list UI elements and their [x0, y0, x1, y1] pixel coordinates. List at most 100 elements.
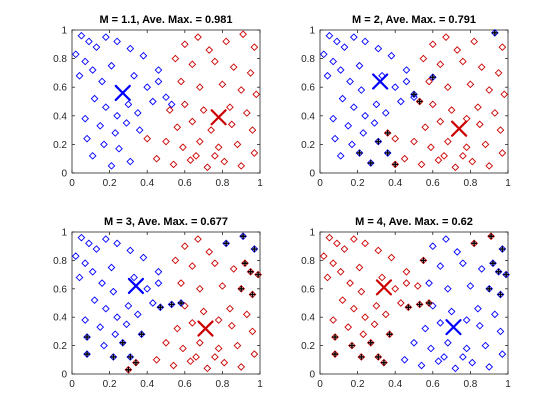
data-point: [440, 353, 448, 361]
data-point: [196, 284, 204, 293]
cluster-center-marker: [372, 73, 389, 90]
data-point: [498, 350, 507, 358]
x-tick-label: 1: [257, 379, 263, 390]
data-point-overlay: [367, 160, 374, 166]
data-point: [348, 140, 356, 149]
data-point: [419, 54, 428, 63]
data-point: [220, 157, 229, 166]
data-point: [333, 239, 341, 248]
x-tick-label: 0: [69, 379, 75, 390]
data-point: [350, 304, 358, 313]
data-point: [75, 273, 84, 282]
y-tick-label: 0.2: [53, 140, 67, 151]
x-tick-label: 0.2: [103, 379, 117, 390]
data-point: [188, 117, 197, 126]
data-point: [383, 129, 392, 137]
y-tick-label: 0.4: [53, 111, 67, 122]
data-point-overlay: [497, 291, 504, 298]
data-point: [111, 330, 120, 339]
data-point: [124, 302, 133, 310]
data-point-overlay: [367, 339, 374, 346]
data-point-overlay: [386, 331, 393, 338]
data-point: [122, 320, 131, 329]
data-point: [118, 338, 127, 347]
data-point: [428, 242, 437, 251]
data-point: [421, 123, 430, 132]
data-point: [222, 37, 230, 46]
y-tick-label: 0.6: [53, 284, 67, 295]
data-point: [319, 50, 328, 59]
y-tick-label: 0.2: [301, 140, 315, 151]
data-point: [417, 160, 426, 169]
data-point: [425, 279, 433, 287]
data-point: [211, 57, 219, 66]
data-point: [107, 263, 116, 272]
data-point: [391, 134, 400, 143]
data-point: [226, 304, 234, 313]
data-point: [374, 353, 383, 361]
data-point: [124, 100, 133, 109]
y-tick-label: 0.4: [301, 111, 315, 122]
x-tick-label: 0.8: [463, 379, 477, 390]
y-tick-label: 1: [61, 26, 67, 37]
data-point: [81, 114, 89, 123]
data-point: [436, 319, 445, 327]
data-point-overlay: [178, 300, 184, 306]
data-point: [485, 284, 494, 293]
data-point: [410, 338, 418, 347]
data-point: [494, 69, 503, 77]
data-point: [370, 320, 379, 329]
data-point: [154, 66, 163, 74]
data-point: [196, 338, 204, 347]
data-point: [459, 57, 467, 66]
data-point: [413, 282, 422, 290]
data-point: [218, 282, 227, 290]
data-point-overlay: [503, 271, 509, 278]
data-point: [152, 154, 161, 163]
cluster-center-marker: [445, 319, 462, 336]
plot-title: M = 1.1, Ave. Max. = 0.981: [99, 14, 232, 26]
data-point-overlay: [238, 286, 244, 292]
data-point: [130, 273, 138, 282]
data-point-overlay: [138, 331, 145, 338]
x-tick-label: 0: [317, 379, 323, 390]
data-point: [350, 103, 358, 112]
data-point: [171, 256, 180, 265]
data-point-overlay: [375, 138, 382, 145]
data-point: [496, 126, 505, 134]
data-point: [466, 282, 475, 290]
data-point: [226, 103, 234, 112]
data-point: [380, 358, 388, 367]
plot-title: M = 4, Ave. Max. = 0.62: [355, 216, 473, 228]
y-tick-label: 0.4: [301, 313, 315, 324]
data-point-overlay: [430, 74, 436, 80]
data-point: [477, 63, 486, 72]
data-point: [113, 111, 121, 120]
data-point-overlay: [486, 286, 492, 292]
data-point: [462, 316, 471, 324]
x-tick-label: 0.2: [351, 379, 365, 390]
data-point: [162, 338, 170, 347]
data-point: [85, 239, 93, 248]
data-point: [350, 235, 358, 243]
data-point: [81, 57, 89, 66]
data-point-overlay: [358, 354, 365, 360]
data-point: [348, 341, 356, 350]
data-point: [233, 140, 242, 149]
data-point: [357, 86, 366, 94]
data-point: [98, 279, 106, 287]
x-tick-label: 0.2: [351, 178, 365, 189]
data-point: [319, 252, 328, 260]
data-point: [211, 353, 219, 361]
data-point: [444, 83, 452, 92]
data-point: [102, 33, 110, 41]
data-point: [250, 149, 259, 157]
data-point: [250, 245, 259, 253]
data-point-overlay: [119, 339, 126, 346]
data-point: [237, 284, 246, 293]
data-point: [149, 299, 157, 307]
data-point: [434, 357, 443, 366]
data-point-overlay: [249, 291, 256, 298]
data-point: [336, 66, 345, 74]
data-point: [186, 156, 195, 164]
